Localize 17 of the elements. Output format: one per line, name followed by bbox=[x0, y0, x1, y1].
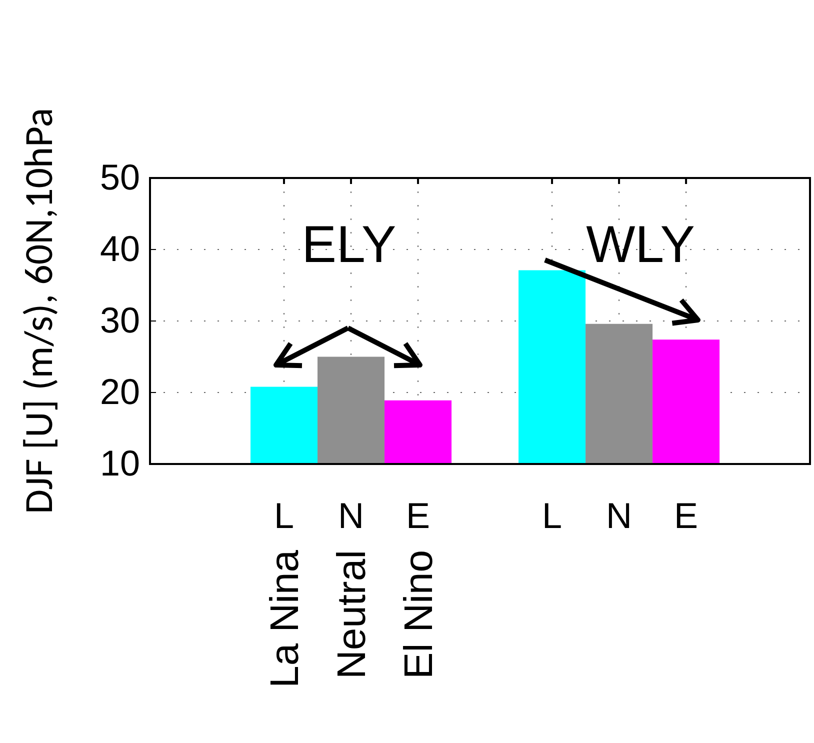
x-tick-label: L bbox=[274, 495, 294, 536]
y-tick-label: 50 bbox=[100, 156, 140, 198]
y-axis-title: DJF [U] (m/s), 60N,10hPa bbox=[14, 108, 63, 514]
text: La Nina bbox=[263, 549, 308, 688]
y-tick-label: 40 bbox=[100, 228, 140, 270]
y-tick-label: 10 bbox=[100, 442, 140, 484]
x-tick-label: E bbox=[674, 495, 698, 536]
annotation: WLY bbox=[586, 216, 695, 274]
y-tick-label: 20 bbox=[100, 371, 140, 412]
x-tick-label: E bbox=[406, 495, 430, 536]
text: Neutral bbox=[330, 550, 374, 679]
x-tick-label: N bbox=[338, 495, 364, 536]
text: El Nino bbox=[397, 550, 442, 679]
annotation: ELY bbox=[302, 216, 396, 274]
x-tick-label: N bbox=[606, 495, 632, 536]
y-tick-label: 30 bbox=[100, 300, 140, 341]
x-tick-label: L bbox=[542, 495, 562, 536]
